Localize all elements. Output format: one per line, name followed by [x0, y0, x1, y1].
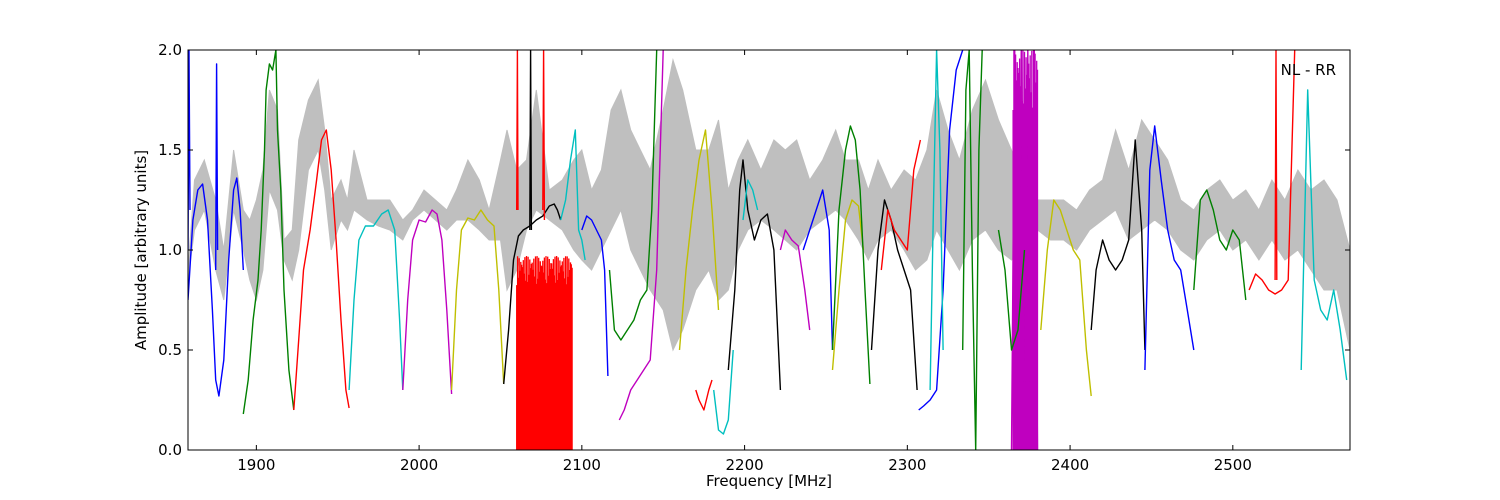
plot-area	[188, 50, 1350, 450]
x-tick-label: 2400	[1051, 456, 1089, 474]
series-line-15	[618, 50, 664, 421]
plot-frame	[187, 49, 1351, 451]
x-tick-label: 2100	[563, 456, 601, 474]
series-line-13	[581, 215, 609, 377]
series-line-7	[450, 209, 505, 391]
y-tick-label: 1.0	[158, 241, 182, 259]
series-line-26	[880, 139, 922, 271]
x-tick-label: 2200	[725, 456, 763, 474]
series-line-23	[831, 199, 865, 371]
series-line-9	[529, 50, 533, 231]
x-tick-label: 2000	[400, 456, 438, 474]
series-line-24	[831, 125, 871, 385]
series-line-33	[1090, 139, 1146, 351]
x-axis-ticks: 1900 2000 2100 2200 2300 2400 2500	[237, 50, 1252, 474]
series-line-3	[242, 50, 295, 415]
series-line-31	[997, 229, 1026, 351]
series-line-37	[1274, 50, 1278, 281]
series-line-6	[402, 209, 453, 395]
series-line-17	[695, 379, 713, 411]
series-line-36	[1248, 50, 1296, 295]
x-axis-label: Frequency [MHz]	[706, 472, 832, 490]
envelope-band	[188, 58, 1350, 352]
series-line-12	[560, 129, 586, 261]
series-line-30	[1010, 50, 1039, 450]
x-tick-label: 1900	[237, 456, 275, 474]
y-tick-label: 0.5	[158, 341, 182, 359]
series-line-16	[678, 129, 720, 351]
dense-band-red	[516, 256, 573, 450]
series-line-28	[929, 50, 944, 391]
series-line-19	[727, 159, 782, 391]
series-line-0	[188, 177, 244, 397]
series-line-25	[870, 199, 918, 391]
series-line-21	[779, 229, 811, 331]
y-tick-label: 0.0	[158, 441, 182, 459]
y-tick-label: 1.5	[158, 141, 182, 159]
envelope-layer	[188, 58, 1350, 352]
y-tick-label: 2.0	[158, 41, 182, 59]
x-tick-label: 2300	[888, 456, 926, 474]
chart-annotation: NL - RR	[1281, 61, 1336, 79]
series-line-10	[516, 50, 519, 211]
series-line-14	[608, 50, 658, 341]
series-line-29	[962, 50, 983, 450]
series-line-27	[918, 50, 964, 411]
series-line-34	[1144, 125, 1195, 371]
series-line-32	[1040, 199, 1092, 397]
series-line-18	[713, 349, 734, 435]
series-line-2	[215, 63, 219, 271]
series-line-20	[742, 179, 759, 221]
x-tick-label: 2500	[1214, 456, 1252, 474]
y-axis-label: Amplitude [arbitrary units]	[132, 150, 150, 350]
y-axis-ticks: 0.0 0.5 1.0 1.5 2.0	[158, 41, 1350, 459]
series-line-22	[802, 189, 834, 351]
series-line-4	[293, 129, 350, 411]
series-line-8	[503, 203, 562, 385]
series-line-11	[542, 50, 546, 221]
dense-band-path	[516, 256, 573, 450]
series-line-38	[1300, 89, 1348, 381]
series-layer	[188, 50, 1348, 450]
series-line-35	[1193, 189, 1247, 301]
series-line-5	[348, 209, 404, 391]
